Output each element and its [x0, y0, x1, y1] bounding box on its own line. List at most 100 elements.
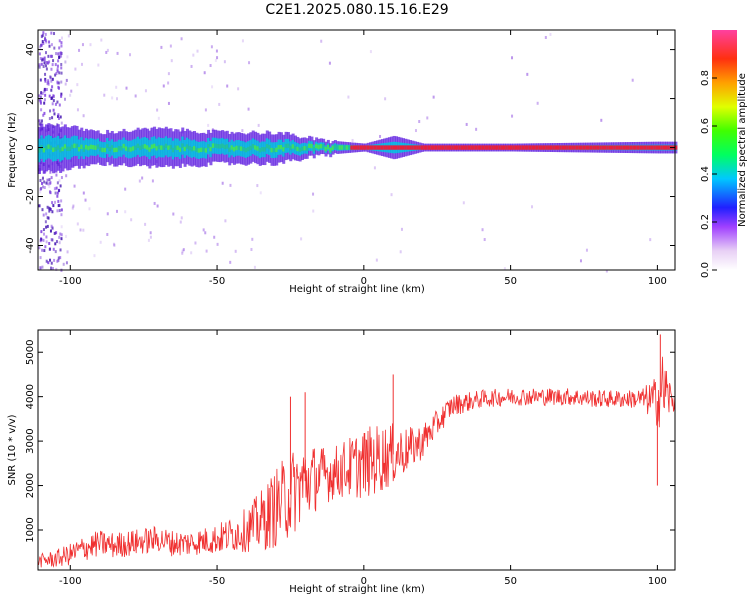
spectrogram-band-core [183, 146, 187, 152]
spectrogram-band-core [232, 146, 236, 152]
spectrogram-band-core [578, 145, 582, 150]
spectrogram-noise-cell [253, 265, 256, 269]
spectrogram-noise-cell [60, 36, 63, 40]
spectrogram-band-core [317, 144, 321, 150]
spectrogram-band-core [434, 145, 438, 150]
spectrogram-band-core [549, 145, 553, 150]
spectrogram-band-core [439, 145, 443, 150]
spectrogram-band-core [167, 145, 171, 150]
colorbar-label: Normalized spectral amplitude [737, 73, 748, 227]
spectrogram-noise-cell [38, 65, 41, 69]
spectrogram-band-core [564, 145, 568, 150]
spectrogram-band-core [392, 145, 396, 150]
spectrogram-band-core [258, 148, 262, 153]
spectrogram-y-ticks: -40 -20 0 20 40 [25, 43, 675, 254]
spectrogram-noise-cell [170, 59, 173, 63]
spectrogram-noise-cell [55, 231, 58, 235]
spectrogram-band-core [528, 145, 532, 150]
spectrogram-band-core [441, 145, 445, 150]
spectrogram-band-core [627, 145, 631, 150]
spectrogram-noise-cell [215, 49, 218, 53]
spectrogram-band-core [70, 144, 74, 150]
spectrogram-noise-cell [257, 123, 260, 127]
spectrogram-noise-cell [57, 59, 60, 63]
spectrogram-band-core [477, 145, 481, 150]
spectrogram-noise-cell [39, 266, 42, 270]
spectrogram-noise-cell [58, 179, 61, 183]
spectrogram-noise-cell [226, 84, 229, 88]
spectrogram-noise-cell [351, 138, 354, 142]
spectrogram-noise-cell [78, 48, 81, 52]
spectrogram-noise-cell [48, 247, 51, 251]
spectrogram-noise-cell [57, 199, 60, 203]
spectrogram-noise-cell [153, 201, 156, 205]
spectrogram-band-core [49, 145, 53, 150]
spectrogram-noise-cell [47, 261, 50, 265]
colorbar-tick-label: 0.4 [700, 166, 711, 182]
spectrogram-band-core [209, 146, 213, 152]
spectrogram-band-core [510, 145, 514, 150]
spectrogram-band-core [202, 147, 206, 152]
spectrogram-band-core [514, 145, 518, 150]
spectrogram-band-core [176, 145, 180, 151]
spectrogram-noise-cell [43, 101, 46, 105]
spectrogram-noise-cell [43, 56, 46, 60]
spectrogram-band-core [479, 145, 483, 150]
spectrogram-band-core [416, 145, 420, 150]
spectrogram-noise-cell [67, 34, 70, 38]
spectrogram-band-core [272, 147, 276, 153]
spectrogram-band-core [150, 144, 154, 149]
spectrogram-noise-cell [181, 251, 184, 255]
spectrogram-band-core [52, 147, 56, 152]
spectrogram-band-core [66, 146, 70, 151]
spectrogram-band-core [371, 145, 375, 150]
spectrogram-band-core [124, 146, 128, 151]
spectrogram-noise-cell [190, 64, 193, 68]
spectrogram-noise-cell [55, 240, 58, 244]
spectrogram-noise-cell [229, 260, 232, 264]
spectrogram-noise-cell [237, 87, 240, 91]
spectrogram-noise-cell [256, 184, 259, 188]
snr-x-ticks: -100 -50 0 50 100 [59, 330, 667, 587]
spectrogram-noise-cell [58, 81, 61, 85]
spectrogram-band-core [571, 145, 575, 150]
spectrogram-noise-cell [48, 60, 51, 64]
spectrogram-band-core [92, 144, 96, 150]
spectrogram-band-core [301, 146, 305, 152]
spectrogram-noise-cell [50, 224, 53, 228]
spectrogram-noise-cell [53, 46, 56, 50]
spectrogram-band-core [636, 145, 640, 150]
spectrogram-noise-cell [49, 258, 52, 262]
spectrogram-noise-cell [511, 56, 514, 60]
spectrogram-noise-cell [229, 183, 232, 187]
spectrogram-noise-cell [42, 232, 45, 236]
spectrogram-band-core [131, 146, 135, 151]
spectrogram-band-core [418, 145, 422, 150]
spectrogram-band-core [275, 147, 279, 153]
spectrogram-noise-cell [369, 50, 372, 54]
spectrogram-band-core [319, 143, 323, 149]
spectrogram-noise-cell [151, 179, 154, 183]
spectrogram-band-core [106, 143, 110, 149]
spectrogram-y-tick-label: -20 [25, 188, 36, 204]
spectrogram-noise-cell [105, 50, 108, 54]
spectrogram-band-core [453, 145, 457, 150]
spectrogram-band-core [216, 144, 220, 149]
spectrogram-noise-cell [50, 97, 53, 101]
spectrogram-band-core [451, 145, 455, 150]
spectrogram-noise-cell [216, 242, 219, 246]
spectrogram-band-core [385, 145, 389, 150]
spectrogram-band-core [566, 145, 570, 150]
spectrogram-band-core [425, 145, 429, 150]
spectrogram-noise-cell [57, 256, 60, 260]
spectrogram-band-core [136, 143, 140, 149]
spectrogram-marks [38, 31, 678, 273]
spectrogram-noise-cell [106, 48, 109, 52]
snr-series-line [37, 356, 676, 568]
spectrogram-noise-cell [47, 82, 50, 86]
spectrogram-band-core [674, 145, 678, 150]
snr-marks [37, 334, 676, 568]
spectrogram-band-core [190, 146, 194, 152]
spectrogram-noise-cell [511, 114, 514, 118]
spectrogram-noise-cell [180, 216, 183, 220]
